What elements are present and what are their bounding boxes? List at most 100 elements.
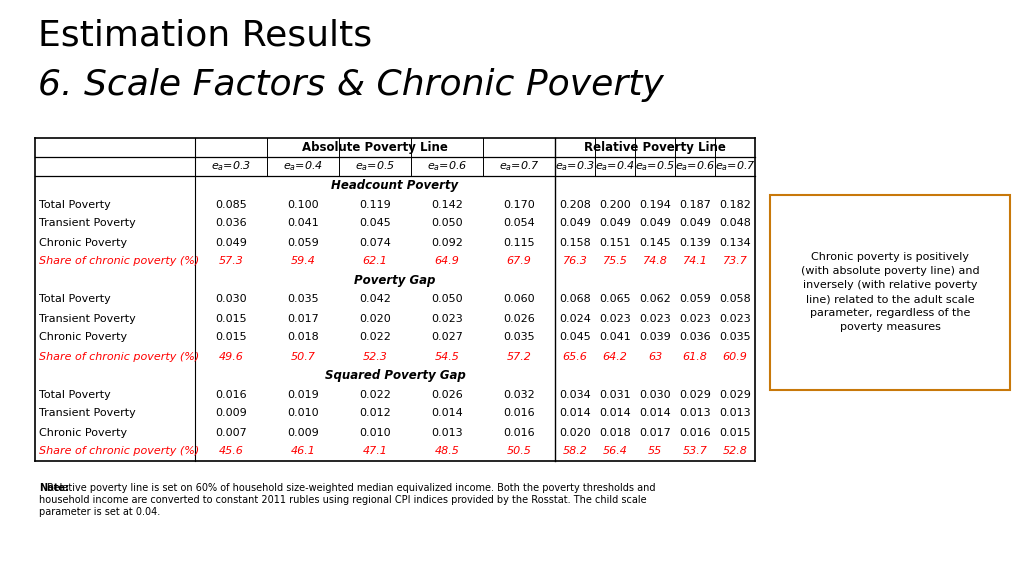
Text: 0.041: 0.041 — [599, 332, 631, 343]
Text: 65.6: 65.6 — [562, 351, 588, 362]
Text: 0.007: 0.007 — [215, 427, 247, 438]
Text: $e_a$=0.6: $e_a$=0.6 — [427, 160, 467, 173]
Text: 0.015: 0.015 — [215, 332, 247, 343]
Text: 0.020: 0.020 — [359, 313, 391, 324]
Text: 59.4: 59.4 — [291, 256, 315, 267]
Text: 0.032: 0.032 — [503, 389, 535, 400]
Text: $e_a$=0.3: $e_a$=0.3 — [555, 160, 595, 173]
Text: 0.050: 0.050 — [431, 294, 463, 305]
Text: 0.049: 0.049 — [639, 218, 671, 229]
Text: 0.145: 0.145 — [639, 237, 671, 248]
Text: 0.016: 0.016 — [503, 408, 535, 419]
Text: $e_a$=0.3: $e_a$=0.3 — [211, 160, 251, 173]
Text: 0.010: 0.010 — [359, 427, 391, 438]
Text: 76.3: 76.3 — [562, 256, 588, 267]
FancyBboxPatch shape — [770, 195, 1010, 390]
Text: 0.045: 0.045 — [359, 218, 391, 229]
Text: 0.030: 0.030 — [215, 294, 247, 305]
Text: $e_a$=0.5: $e_a$=0.5 — [355, 160, 395, 173]
Text: 0.029: 0.029 — [719, 389, 751, 400]
Text: 0.085: 0.085 — [215, 199, 247, 210]
Text: $e_a$=0.7: $e_a$=0.7 — [499, 160, 540, 173]
Text: 0.049: 0.049 — [679, 218, 711, 229]
Text: 0.017: 0.017 — [287, 313, 318, 324]
Text: Relative poverty line is set on 60% of household size-weighted median equivalize: Relative poverty line is set on 60% of h… — [44, 483, 655, 493]
Text: 0.065: 0.065 — [599, 294, 631, 305]
Text: 6. Scale Factors & Chronic Poverty: 6. Scale Factors & Chronic Poverty — [38, 68, 664, 102]
Text: 49.6: 49.6 — [218, 351, 244, 362]
Text: Share of chronic poverty (%): Share of chronic poverty (%) — [39, 256, 200, 267]
Text: 63: 63 — [648, 351, 663, 362]
Text: 55: 55 — [648, 446, 663, 457]
Text: 0.015: 0.015 — [215, 313, 247, 324]
Text: 0.059: 0.059 — [679, 294, 711, 305]
Text: 0.100: 0.100 — [287, 199, 318, 210]
Text: 0.049: 0.049 — [599, 218, 631, 229]
Text: 0.026: 0.026 — [431, 389, 463, 400]
Text: 0.039: 0.039 — [639, 332, 671, 343]
Text: 0.119: 0.119 — [359, 199, 391, 210]
Text: 0.024: 0.024 — [559, 313, 591, 324]
Text: 0.026: 0.026 — [503, 313, 535, 324]
Text: 54.5: 54.5 — [434, 351, 460, 362]
Text: 0.049: 0.049 — [215, 237, 247, 248]
Text: 50.5: 50.5 — [507, 446, 531, 457]
Text: 0.041: 0.041 — [287, 218, 318, 229]
Text: 48.5: 48.5 — [434, 446, 460, 457]
Text: 0.023: 0.023 — [599, 313, 631, 324]
Text: 62.1: 62.1 — [362, 256, 387, 267]
Text: Transient Poverty: Transient Poverty — [39, 408, 136, 419]
Text: Chronic poverty is positively
(with absolute poverty line) and
inversely (with r: Chronic poverty is positively (with abso… — [801, 252, 979, 332]
Text: Transient Poverty: Transient Poverty — [39, 218, 136, 229]
Text: 0.016: 0.016 — [215, 389, 247, 400]
Text: 0.042: 0.042 — [359, 294, 391, 305]
Text: 0.049: 0.049 — [559, 218, 591, 229]
Text: $e_a$=0.6: $e_a$=0.6 — [675, 160, 715, 173]
Text: 0.018: 0.018 — [599, 427, 631, 438]
Text: 0.058: 0.058 — [719, 294, 751, 305]
Text: 0.012: 0.012 — [359, 408, 391, 419]
Text: 0.013: 0.013 — [719, 408, 751, 419]
Text: 0.035: 0.035 — [719, 332, 751, 343]
Text: 0.013: 0.013 — [679, 408, 711, 419]
Text: 64.9: 64.9 — [434, 256, 460, 267]
Text: 0.023: 0.023 — [431, 313, 463, 324]
Text: 0.030: 0.030 — [639, 389, 671, 400]
Text: 0.139: 0.139 — [679, 237, 711, 248]
Text: $e_a$=0.4: $e_a$=0.4 — [595, 160, 635, 173]
Text: 67.9: 67.9 — [507, 256, 531, 267]
Text: 0.016: 0.016 — [679, 427, 711, 438]
Text: 0.059: 0.059 — [287, 237, 318, 248]
Text: 58.2: 58.2 — [562, 446, 588, 457]
Text: 0.068: 0.068 — [559, 294, 591, 305]
Text: $e_a$=0.5: $e_a$=0.5 — [635, 160, 675, 173]
Text: 0.023: 0.023 — [639, 313, 671, 324]
Text: Squared Poverty Gap: Squared Poverty Gap — [325, 369, 465, 382]
Text: 53.7: 53.7 — [683, 446, 708, 457]
Text: 0.031: 0.031 — [599, 389, 631, 400]
Text: 52.8: 52.8 — [723, 446, 748, 457]
Text: 0.158: 0.158 — [559, 237, 591, 248]
Text: 50.7: 50.7 — [291, 351, 315, 362]
Text: 0.027: 0.027 — [431, 332, 463, 343]
Text: 0.115: 0.115 — [503, 237, 535, 248]
Text: 0.050: 0.050 — [431, 218, 463, 229]
Text: 0.023: 0.023 — [719, 313, 751, 324]
Text: 46.1: 46.1 — [291, 446, 315, 457]
Text: 0.009: 0.009 — [287, 427, 318, 438]
Text: 61.8: 61.8 — [683, 351, 708, 362]
Text: 0.013: 0.013 — [431, 427, 463, 438]
Text: 0.014: 0.014 — [431, 408, 463, 419]
Text: 56.4: 56.4 — [602, 446, 628, 457]
Text: Headcount Poverty: Headcount Poverty — [332, 179, 459, 192]
Text: 57.3: 57.3 — [218, 256, 244, 267]
Text: Estimation Results: Estimation Results — [38, 18, 372, 52]
Text: 0.194: 0.194 — [639, 199, 671, 210]
Text: 0.022: 0.022 — [359, 389, 391, 400]
Text: 0.134: 0.134 — [719, 237, 751, 248]
Text: Chronic Poverty: Chronic Poverty — [39, 237, 127, 248]
Text: Total Poverty: Total Poverty — [39, 294, 111, 305]
Text: 0.014: 0.014 — [639, 408, 671, 419]
Text: 0.018: 0.018 — [287, 332, 318, 343]
Text: 0.092: 0.092 — [431, 237, 463, 248]
